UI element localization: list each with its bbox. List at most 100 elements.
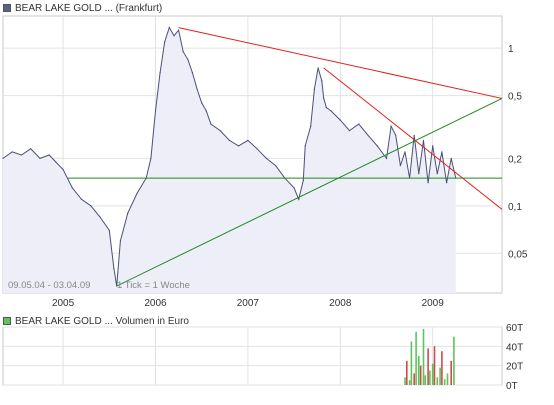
price-data-point <box>168 27 170 29</box>
volume-bar <box>404 377 406 385</box>
price-data-point <box>164 41 166 43</box>
trendline-red <box>178 27 503 99</box>
price-data-point <box>390 125 392 127</box>
price-data-point <box>376 145 378 147</box>
volume-bar <box>406 360 408 385</box>
price-y-tick-label: 0,2 <box>508 154 522 165</box>
price-y-ticks: 1 0,5 0,2 0,1 0,05 <box>508 44 528 260</box>
price-data-point <box>71 187 73 189</box>
price-data-point <box>298 198 300 200</box>
price-data-point <box>422 139 425 141</box>
price-data-point <box>2 157 4 159</box>
price-data-point <box>395 134 397 136</box>
volume-bar <box>410 341 413 385</box>
volume-bar <box>418 356 420 385</box>
price-area <box>2 26 457 293</box>
volume-bar <box>429 370 431 385</box>
price-data-point <box>404 151 406 153</box>
price-data-point <box>330 110 332 112</box>
price-data-point <box>150 157 152 159</box>
price-data-point <box>325 107 327 109</box>
price-data-point <box>265 157 267 159</box>
x-tick-label: 2007 <box>237 298 260 309</box>
price-data-point <box>228 139 230 141</box>
volume-legend-swatch <box>3 317 11 325</box>
price-data-point <box>358 123 360 125</box>
price-data-point <box>247 139 249 141</box>
price-data-point <box>441 151 443 153</box>
volume-bar <box>431 363 434 385</box>
volume-bar <box>413 373 415 385</box>
price-data-point <box>80 198 83 200</box>
trendline-red <box>323 67 503 210</box>
price-data-point <box>256 148 258 150</box>
price-data-point <box>191 72 193 74</box>
volume-y-ticks: 60T 40T 20T 0T <box>506 323 523 392</box>
price-legend-label: BEAR LAKE GOLD ... (Frankfurt) <box>15 2 163 14</box>
price-data-point <box>418 173 420 175</box>
price-data-point <box>159 72 161 74</box>
price-y-tick-label: 0,5 <box>508 92 522 103</box>
price-data-point <box>348 130 351 132</box>
tick-info-label: 1 Tick = 1 Woche <box>117 280 190 291</box>
volume-legend: BEAR LAKE GOLD ... Volumen in Euro <box>3 315 189 327</box>
volume-legend-label: BEAR LAKE GOLD ... Volumen in Euro <box>15 315 189 327</box>
volume-y-tick-label: 20T <box>506 362 523 373</box>
price-data-point <box>90 205 92 207</box>
price-data-point <box>20 154 23 156</box>
x-ticks: 2005 2006 2007 2008 2009 <box>52 298 444 309</box>
price-data-point <box>196 88 198 90</box>
price-data-point <box>450 157 452 159</box>
volume-y-tick-label: 60T <box>506 323 523 334</box>
volume-bar <box>424 375 427 385</box>
volume-bar <box>427 348 429 385</box>
price-data-point <box>39 157 41 159</box>
price-legend: BEAR LAKE GOLD ... (Frankfurt) <box>3 2 162 14</box>
price-data-point <box>446 182 448 184</box>
volume-bar <box>446 373 449 385</box>
volume-y-tick-label: 0T <box>506 381 518 392</box>
price-data-point <box>48 154 50 156</box>
x-tick-label: 2008 <box>329 298 352 309</box>
price-data-point <box>413 134 415 136</box>
price-data-point <box>62 168 64 171</box>
volume-bar <box>433 346 436 385</box>
price-y-tick-label: 0,05 <box>508 249 528 260</box>
price-legend-swatch <box>3 4 11 12</box>
volume-bar <box>450 360 452 385</box>
price-data-point <box>205 110 207 112</box>
volume-bar <box>439 367 441 385</box>
price-data-point <box>302 179 304 181</box>
price-data-point <box>313 88 315 90</box>
price-data-point <box>55 161 57 163</box>
price-data-point <box>210 123 212 125</box>
price-y-tick-label: 1 <box>508 44 514 55</box>
price-data-point <box>275 165 277 167</box>
price-data-point <box>30 148 32 150</box>
price-data-point <box>136 192 138 194</box>
volume-bar <box>415 331 417 385</box>
price-data-point <box>317 67 319 69</box>
price-data-point <box>173 35 175 37</box>
x-tick-label: 2005 <box>52 298 75 309</box>
price-data-point <box>11 151 13 153</box>
price-data-point <box>385 157 388 159</box>
volume-bar <box>422 328 425 385</box>
price-area-fill <box>3 27 456 293</box>
x-tick-label: 2009 <box>422 298 445 309</box>
price-data-point <box>399 165 401 167</box>
price-data-point <box>108 229 110 231</box>
volume-bar <box>436 377 439 385</box>
price-data-point <box>178 29 180 31</box>
price-data-point <box>310 125 312 127</box>
price-data-point <box>436 173 438 175</box>
price-data-point <box>321 80 323 82</box>
volume-bar <box>443 379 446 385</box>
price-data-point <box>154 110 157 112</box>
price-data-point <box>187 58 189 60</box>
price-data-point <box>113 268 115 270</box>
trendline-green <box>116 97 503 287</box>
price-data-point <box>304 145 306 147</box>
price-data-point <box>293 187 295 189</box>
